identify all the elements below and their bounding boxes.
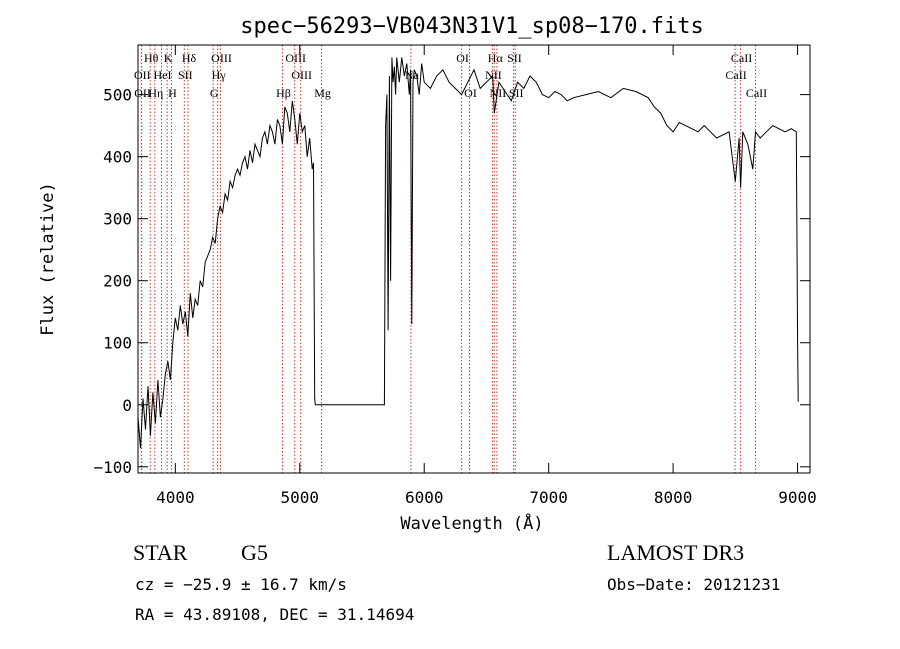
flux-series: [137, 57, 799, 449]
line-label-3: Hη: [148, 86, 163, 100]
line-label-7: SII: [178, 68, 193, 82]
plot-frame: [137, 44, 811, 474]
line-label-18: OI: [464, 86, 477, 100]
series-line-0: [137, 57, 799, 449]
line-label-16: Na: [405, 68, 420, 82]
line-label-2: OII: [134, 86, 151, 100]
line-label-26: CaII: [746, 86, 767, 100]
line-label-24: CaII: [725, 68, 746, 82]
line-label-15: Mg: [314, 86, 331, 100]
line-label-5: K: [164, 51, 173, 65]
x-axis-label: Wavelength (Å): [400, 512, 543, 534]
line-label-4: HeI: [154, 68, 172, 82]
line-label-14: OIII: [291, 68, 312, 82]
y-tick-label-5: 400: [103, 148, 132, 167]
x-tick-label-1: 5000: [281, 488, 320, 507]
line-label-23: NII: [485, 68, 502, 82]
line-label-9: OIII: [211, 51, 232, 65]
line-label-17: OI: [456, 51, 469, 65]
line-label-22: SII: [509, 86, 524, 100]
line-label-19: Hα: [488, 51, 504, 65]
line-label-0: OII: [134, 68, 151, 82]
x-tick-label-0: 4000: [156, 488, 195, 507]
line-label-6: H: [168, 86, 177, 100]
object-subclass: G5: [241, 540, 268, 565]
line-label-21: SII: [507, 51, 522, 65]
line-label-12: Hβ: [276, 86, 291, 100]
object-class: STAR: [133, 540, 188, 565]
line-label-10: Hγ: [212, 68, 227, 82]
y-tick-label-1: 0: [122, 396, 132, 415]
y-tick-label-0: −100: [93, 458, 132, 477]
x-tick-label-5: 9000: [778, 488, 817, 507]
x-tick-label-2: 6000: [405, 488, 444, 507]
line-label-20: NII: [490, 86, 507, 100]
y-tick-label-2: 100: [103, 334, 132, 353]
line-label-11: G: [210, 86, 219, 100]
observation-date: Obs−Date: 20121231: [607, 575, 780, 594]
y-tick-label-4: 300: [103, 210, 132, 229]
redshift-velocity: cz = −25.9 ± 16.7 km/s: [135, 575, 347, 594]
line-label-13: OIII: [285, 51, 306, 65]
chart-title: spec−56293−VB043N31V1_sp08−170.fits: [240, 14, 704, 39]
line-label-1: Hθ: [144, 51, 159, 65]
x-tick-label-3: 7000: [529, 488, 568, 507]
y-axis-label: Flux (relative): [38, 182, 58, 336]
x-tick-label-4: 8000: [654, 488, 693, 507]
line-label-25: CaII: [731, 51, 752, 65]
y-tick-label-6: 500: [103, 86, 132, 105]
line-label-8: Hδ: [182, 51, 197, 65]
axis-ticks: 4000 5000 6000 7000 8000 9000 −100 0 100 200 300 40…: [93, 45, 817, 507]
survey-name: LAMOST DR3: [607, 540, 744, 565]
y-tick-label-3: 200: [103, 272, 132, 291]
sky-coordinates: RA = 43.89108, DEC = 31.14694: [135, 605, 414, 624]
